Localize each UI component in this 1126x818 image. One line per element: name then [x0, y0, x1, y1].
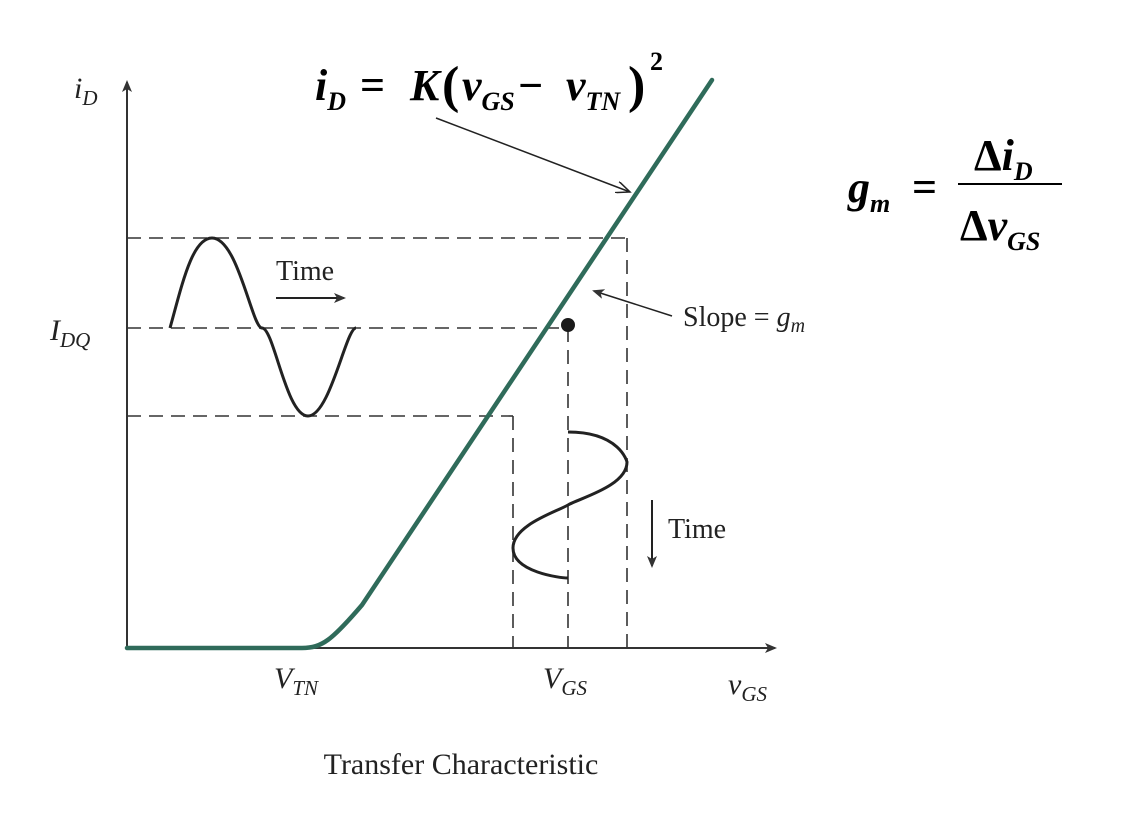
input-voltage-sine — [511, 430, 629, 580]
gm-denominator: ΔvGS — [960, 201, 1040, 256]
output-current-sine — [168, 236, 357, 418]
gm-numerator: ΔiD — [974, 131, 1033, 186]
vgs-label: VGS — [543, 662, 587, 700]
diagram-caption: Transfer Characteristic — [324, 748, 599, 781]
gm-lhs: gm — [847, 163, 890, 218]
equation-minus: − — [518, 61, 543, 110]
equation-lhs: iD — [315, 61, 346, 116]
y-axis-label: iD — [74, 72, 98, 110]
transconductance-equation: gm = ΔiD ΔvGS — [847, 131, 1062, 256]
equation-equals: = — [360, 61, 385, 110]
equation-exponent: 2 — [650, 47, 663, 76]
equation-paren-open: ( — [442, 57, 459, 114]
transfer-curve — [124, 77, 715, 651]
equation-k: K — [409, 61, 442, 110]
x-axis-label: vGS — [728, 668, 767, 706]
slope-label: Slope = gm — [683, 302, 805, 337]
gm-equals: = — [912, 163, 937, 212]
time-label-horizontal: Time — [276, 256, 334, 287]
idq-label: IDQ — [49, 314, 90, 352]
vtn-label: VTN — [274, 662, 319, 700]
equation-vgs: vGS — [462, 61, 515, 116]
equation-pointer-arrow — [435, 117, 630, 192]
equation-vtn: vTN — [566, 61, 621, 116]
q-point — [561, 318, 575, 332]
drain-current-equation: iD = K ( vGS − vTN ) 2 — [315, 47, 663, 116]
dashed-guides — [127, 237, 628, 648]
time-label-vertical: Time — [668, 514, 726, 545]
slope-pointer-arrow — [592, 289, 673, 317]
equation-paren-close: ) — [628, 57, 645, 114]
